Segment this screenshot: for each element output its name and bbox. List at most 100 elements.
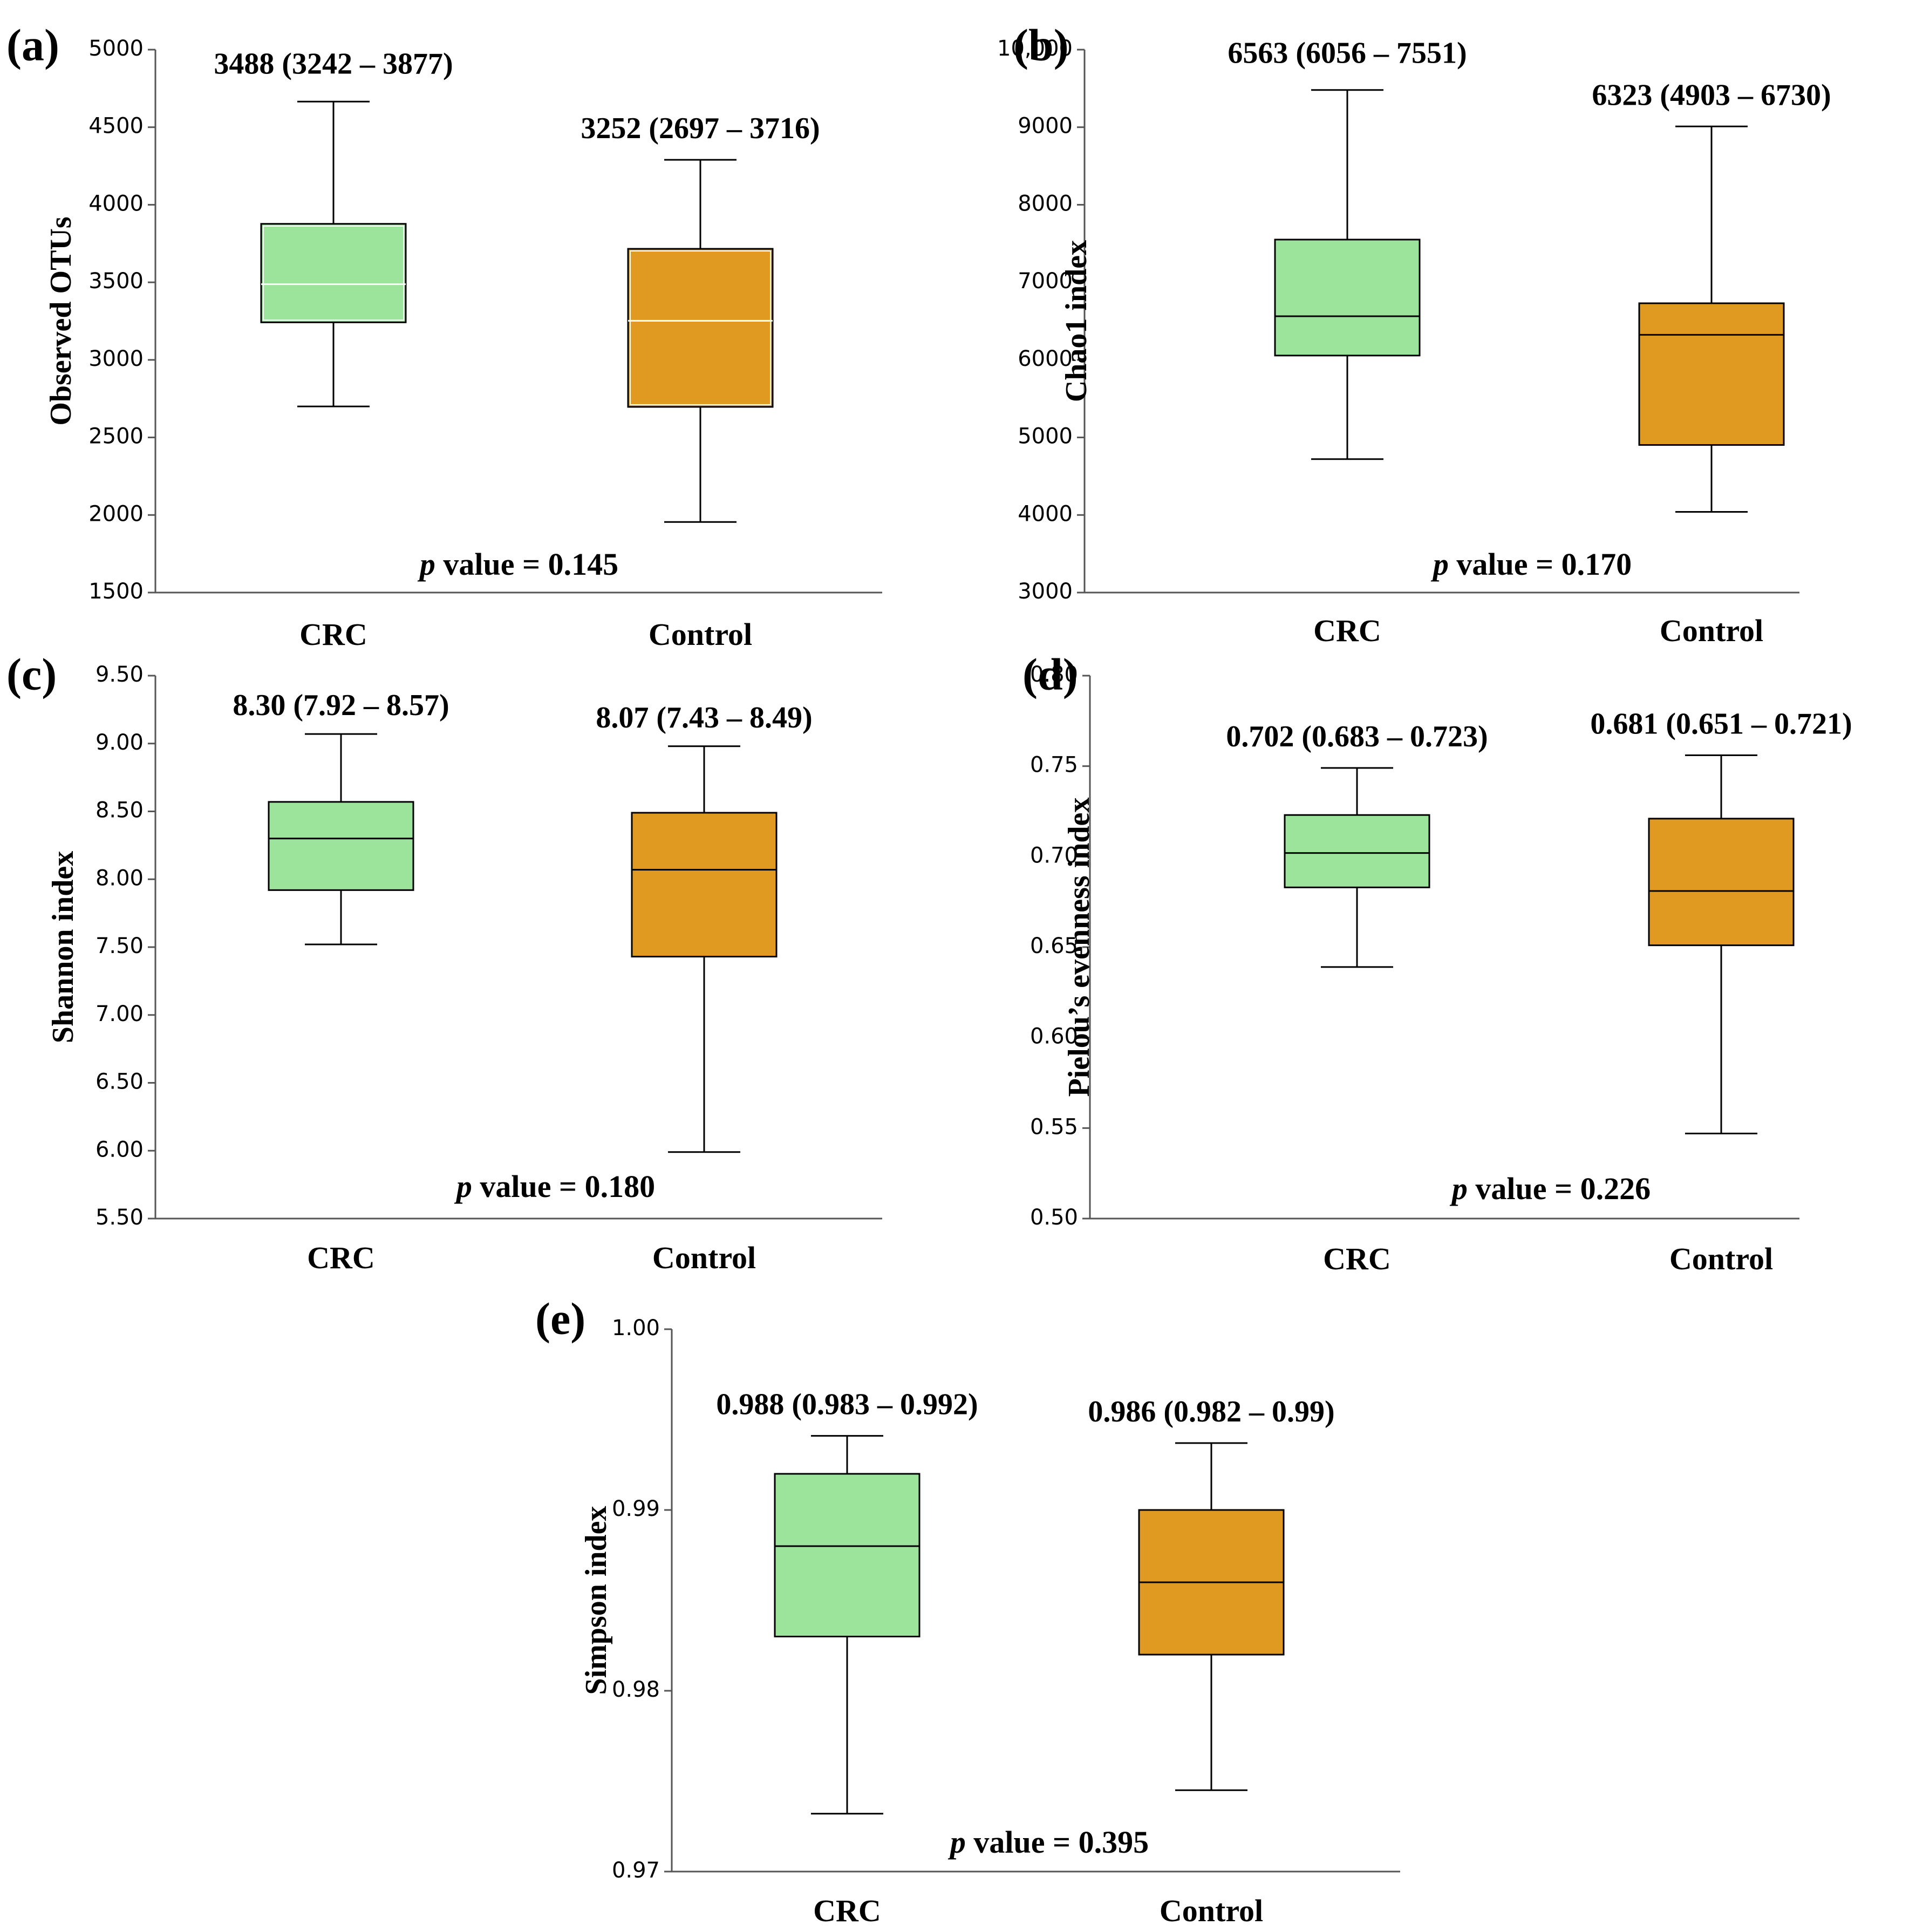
box-annotation: 0.702 (0.683 – 0.723) bbox=[1226, 720, 1488, 753]
panel-label: (d) bbox=[1022, 649, 1078, 699]
y-tick-label: 6.00 bbox=[96, 1137, 144, 1162]
y-tick-label: 7.50 bbox=[96, 934, 144, 958]
iqr-box bbox=[774, 1473, 921, 1637]
x-category-label: CRC bbox=[1313, 613, 1381, 648]
y-tick-label: 9.50 bbox=[96, 662, 144, 687]
y-tick-label: 3000 bbox=[1018, 579, 1073, 604]
y-tick-label: 9000 bbox=[1018, 114, 1073, 139]
y-tick-label: 2000 bbox=[88, 501, 144, 526]
iqr-box bbox=[627, 248, 774, 408]
y-tick-label: 0.98 bbox=[612, 1677, 660, 1702]
x-category-label: Control bbox=[1669, 1241, 1773, 1276]
x-category-label: CRC bbox=[299, 617, 367, 652]
p-value: value = 0.395 bbox=[966, 1825, 1149, 1860]
p-value: value = 0.180 bbox=[472, 1169, 655, 1204]
y-tick-label: 0.75 bbox=[1030, 753, 1078, 778]
iqr-box bbox=[1284, 814, 1430, 888]
y-axis-label: Pielou’s evenness index bbox=[1062, 798, 1096, 1097]
panel-c: (c) 5.50 6.00 6.50 7.00 7.50 8.00 8.50 9.00 9.50 S… bbox=[6, 649, 882, 1275]
y-tick-label: 4000 bbox=[88, 191, 144, 216]
iqr-box bbox=[631, 812, 778, 958]
iqr-box-inner bbox=[630, 250, 771, 405]
y-tick-label: 7.00 bbox=[96, 1002, 144, 1026]
box-control: 0.986 (0.982 – 0.99) bbox=[1088, 1395, 1335, 1791]
y-tick-label: 3000 bbox=[88, 346, 144, 371]
iqr-box bbox=[1638, 302, 1785, 446]
y-tick-label: 3500 bbox=[88, 269, 144, 294]
y-tick-label: 0.99 bbox=[612, 1496, 660, 1521]
y-tick-label: 0.50 bbox=[1030, 1205, 1078, 1230]
x-category-label: Control bbox=[1160, 1893, 1263, 1928]
y-tick-label: 0.60 bbox=[1030, 1024, 1078, 1049]
p-value: value = 0.170 bbox=[1449, 547, 1632, 582]
p-value-text: p value = 0.145 bbox=[417, 547, 618, 582]
box-control: 8.07 (7.43 – 8.49) bbox=[596, 701, 813, 1153]
y-axis-label: Shannon index bbox=[46, 851, 80, 1043]
y-tick-label: 5000 bbox=[88, 36, 144, 61]
x-category-label: CRC bbox=[307, 1240, 375, 1275]
p-value: value = 0.226 bbox=[1468, 1171, 1651, 1206]
y-tick-label: 0.97 bbox=[612, 1858, 660, 1883]
box-annotation: 0.988 (0.983 – 0.992) bbox=[716, 1388, 978, 1421]
y-tick-label: 2500 bbox=[88, 424, 144, 449]
p-symbol: p bbox=[947, 1825, 966, 1860]
box-crc: 6563 (6056 – 7551) bbox=[1228, 37, 1467, 460]
box-crc: 3488 (3242 – 3877) bbox=[214, 47, 453, 407]
y-tick-label: 8.00 bbox=[96, 866, 144, 890]
p-value: value = 0.145 bbox=[435, 547, 618, 582]
panel-b: (b) 3000 4000 5000 6000 7000 8000 9000 10,000 Cha… bbox=[997, 20, 1831, 648]
y-tick-label: 1500 bbox=[88, 579, 144, 604]
iqr-box bbox=[268, 801, 414, 891]
y-tick-label: 4000 bbox=[1018, 501, 1073, 526]
y-axis-label: Chao1 index bbox=[1060, 240, 1093, 402]
box-control: 3252 (2697 – 3716) bbox=[581, 112, 820, 523]
p-value-text: p value = 0.180 bbox=[454, 1169, 655, 1204]
p-symbol: p bbox=[454, 1169, 472, 1204]
p-value-text: p value = 0.226 bbox=[1449, 1171, 1651, 1206]
box-annotation: 0.986 (0.982 – 0.99) bbox=[1088, 1395, 1334, 1428]
x-category-label: Control bbox=[649, 617, 752, 652]
panel-label: (e) bbox=[535, 1294, 585, 1344]
y-tick-label: 6000 bbox=[1018, 346, 1073, 371]
p-value-text: p value = 0.395 bbox=[947, 1825, 1149, 1860]
y-axis-label: Observed OTUs bbox=[44, 216, 78, 425]
box-crc: 0.988 (0.983 – 0.992) bbox=[716, 1388, 978, 1815]
p-value-text: p value = 0.170 bbox=[1430, 547, 1632, 582]
x-category-label: CRC bbox=[1323, 1241, 1391, 1276]
panel-label: (b) bbox=[1013, 20, 1069, 70]
box-annotation: 3488 (3242 – 3877) bbox=[214, 47, 453, 80]
y-tick-label: 6.50 bbox=[96, 1070, 144, 1094]
p-symbol: p bbox=[417, 547, 435, 582]
y-tick-label: 7000 bbox=[1018, 269, 1073, 294]
p-symbol: p bbox=[1430, 547, 1449, 582]
panel-label: (a) bbox=[6, 20, 59, 70]
y-axis-label: Simpson index bbox=[579, 1506, 613, 1695]
y-tick-label: 8000 bbox=[1018, 191, 1073, 216]
y-tick-label: 10,000 bbox=[997, 36, 1073, 61]
panel-a: (a) 1500 2000 2500 3000 3500 4000 4500 5000 Obser… bbox=[6, 20, 882, 652]
x-category-label: Control bbox=[1660, 613, 1763, 648]
panel-label: (c) bbox=[6, 649, 57, 699]
box-annotation: 8.07 (7.43 – 8.49) bbox=[596, 701, 812, 734]
p-symbol: p bbox=[1449, 1171, 1468, 1206]
y-tick-label: 8.50 bbox=[96, 798, 144, 823]
box-crc: 0.702 (0.683 – 0.723) bbox=[1226, 720, 1488, 968]
box-crc: 8.30 (7.92 – 8.57) bbox=[233, 689, 449, 945]
box-control: 0.681 (0.651 – 0.721) bbox=[1590, 708, 1852, 1134]
y-tick-label: 0.80 bbox=[1030, 662, 1078, 687]
iqr-box bbox=[260, 223, 407, 323]
iqr-box bbox=[1274, 239, 1421, 357]
box-annotation: 8.30 (7.92 – 8.57) bbox=[233, 689, 449, 722]
iqr-box bbox=[1648, 818, 1795, 947]
iqr-box-inner bbox=[263, 225, 404, 321]
y-tick-label: 1.00 bbox=[612, 1316, 660, 1341]
y-tick-label: 4500 bbox=[88, 114, 144, 139]
y-tick-label: 0.70 bbox=[1030, 843, 1078, 868]
y-tick-label: 9.00 bbox=[96, 730, 144, 755]
x-category-label: CRC bbox=[813, 1893, 881, 1928]
box-annotation: 6323 (4903 – 6730) bbox=[1592, 78, 1831, 112]
x-category-label: Control bbox=[652, 1240, 756, 1275]
y-tick-label: 0.65 bbox=[1030, 934, 1078, 958]
y-tick-label: 5000 bbox=[1018, 424, 1073, 449]
